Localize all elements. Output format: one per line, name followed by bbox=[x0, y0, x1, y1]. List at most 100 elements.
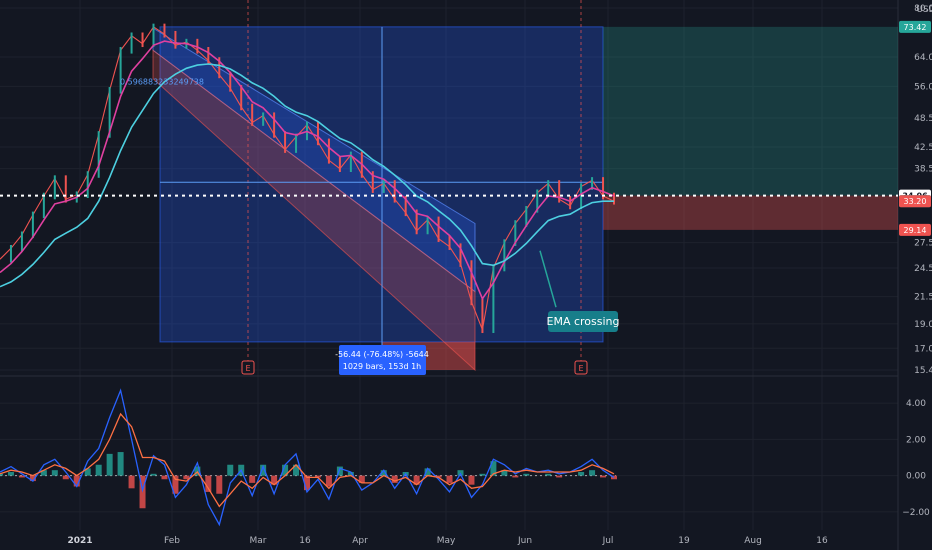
histogram-bar bbox=[183, 475, 190, 480]
currency-label: USD bbox=[916, 5, 932, 15]
price-tick-label: 38.50 bbox=[914, 165, 932, 175]
callout-text: EMA crossing bbox=[547, 315, 620, 328]
histogram-bar bbox=[446, 475, 453, 483]
histogram-bar bbox=[62, 475, 69, 480]
price-tag bbox=[899, 195, 931, 208]
price-line-ema-fast bbox=[0, 40, 615, 301]
histogram-bar bbox=[95, 464, 102, 476]
time-tick-label: Mar bbox=[250, 536, 267, 546]
drawing-zones bbox=[152, 0, 898, 372]
histogram-bar bbox=[40, 470, 47, 476]
price-tick-label: 21.50 bbox=[914, 293, 932, 303]
price-tag-label: 33.20 bbox=[904, 197, 927, 206]
histogram-bar bbox=[600, 475, 607, 478]
histogram-bar bbox=[490, 461, 497, 476]
time-tick-label: Jun bbox=[517, 536, 532, 546]
histogram-bar bbox=[128, 475, 135, 489]
histogram-bar bbox=[84, 468, 91, 476]
osc-tick-label: 0.00 bbox=[906, 472, 926, 482]
time-tick-label: May bbox=[437, 536, 456, 546]
earnings-badge bbox=[574, 360, 588, 375]
histogram-bar bbox=[293, 464, 300, 476]
time-tick-label: Feb bbox=[164, 536, 180, 546]
histogram-bar bbox=[161, 475, 168, 480]
histogram-bar bbox=[424, 468, 431, 476]
histogram-bar bbox=[468, 475, 475, 485]
price-tag bbox=[899, 223, 931, 236]
osc-line-macd bbox=[0, 388, 615, 527]
price-series bbox=[0, 23, 898, 334]
channel-lower bbox=[152, 49, 476, 372]
histogram-bar bbox=[216, 475, 223, 494]
profit-zone bbox=[603, 26, 898, 196]
price-tag-label: 73.42 bbox=[904, 23, 927, 32]
histogram-bar bbox=[227, 464, 234, 476]
histogram-bar bbox=[271, 475, 278, 485]
oscillator-series bbox=[0, 388, 617, 527]
histogram-bar bbox=[545, 473, 552, 476]
measure-label-change: -56.44 (-76.48%) -5644 bbox=[335, 350, 429, 359]
histogram-bar bbox=[0, 473, 3, 476]
osc-tick-label: 2.00 bbox=[906, 435, 926, 445]
histogram-bar bbox=[611, 475, 617, 480]
histogram-bar bbox=[578, 472, 585, 476]
histogram-bar bbox=[150, 473, 157, 476]
axes: USD80.00 64.00 56.00 48.50 42.50 38.50 27.50 24… bbox=[67, 4, 932, 546]
callout-pointer bbox=[539, 250, 557, 308]
price-tick-label: 27.50 bbox=[914, 239, 932, 249]
earnings-badge-label: E bbox=[578, 364, 583, 373]
histogram-bar bbox=[73, 475, 80, 487]
histogram-bar bbox=[51, 470, 58, 476]
time-tick-label: Jul bbox=[602, 536, 614, 546]
histogram-bar bbox=[380, 470, 387, 476]
histogram-bar bbox=[358, 475, 365, 483]
osc-line-signal bbox=[0, 412, 615, 508]
time-tick-label: 2021 bbox=[67, 536, 92, 546]
histogram-bar bbox=[391, 475, 398, 483]
callout-box bbox=[548, 311, 618, 332]
histogram-bar bbox=[106, 453, 113, 476]
histogram-bar bbox=[172, 475, 179, 494]
histogram-bar bbox=[7, 472, 14, 476]
price-tick-label: 19.00 bbox=[914, 320, 932, 330]
histogram-bar bbox=[336, 466, 343, 476]
histogram-bar bbox=[325, 475, 332, 487]
time-tick-label: 19 bbox=[678, 536, 690, 546]
histogram-bar bbox=[194, 466, 201, 476]
histogram-bar bbox=[523, 473, 530, 476]
loss-zone bbox=[603, 195, 898, 230]
price-tick-label: 24.50 bbox=[914, 264, 932, 274]
annotations: 0.596883233249738 -56.44 (-76.48%) -5644 1… bbox=[120, 77, 620, 375]
time-tick-label: 16 bbox=[816, 536, 828, 546]
price-tag-label: 29.14 bbox=[904, 226, 927, 235]
price-tick-label: 15.40 bbox=[914, 366, 932, 376]
price-tick-label: 56.00 bbox=[914, 82, 932, 92]
histogram-bar bbox=[512, 475, 519, 478]
histogram-bar bbox=[205, 475, 212, 492]
osc-tick-label: −2.00 bbox=[902, 508, 930, 518]
price-tag bbox=[899, 20, 931, 33]
histogram-bar bbox=[249, 475, 256, 483]
measure-label-bars: 1029 bars, 153d 1h bbox=[343, 362, 421, 371]
price-tick-label: 64.00 bbox=[914, 53, 932, 63]
osc-tick-label: 4.00 bbox=[906, 399, 926, 409]
histogram-bar bbox=[304, 475, 310, 491]
earnings-badge-label: E bbox=[245, 364, 250, 373]
histogram-bar bbox=[556, 475, 563, 478]
fib-annotation: 0.596883233249738 bbox=[120, 77, 204, 86]
price-line-ema-slow bbox=[0, 63, 614, 288]
time-tick-label: Aug bbox=[744, 536, 762, 546]
histogram-bar bbox=[347, 472, 354, 476]
histogram-bar bbox=[282, 464, 289, 476]
histogram-bar bbox=[314, 475, 321, 478]
histogram-bar bbox=[29, 475, 36, 482]
price-tick-label: 80.00 bbox=[914, 4, 932, 14]
earnings-badge bbox=[241, 360, 255, 375]
histogram-bar bbox=[413, 475, 420, 485]
histogram-bar bbox=[18, 475, 25, 478]
price-tick-label: 17.00 bbox=[914, 344, 932, 354]
histogram-bar bbox=[260, 464, 267, 476]
histogram-bar bbox=[589, 470, 596, 476]
